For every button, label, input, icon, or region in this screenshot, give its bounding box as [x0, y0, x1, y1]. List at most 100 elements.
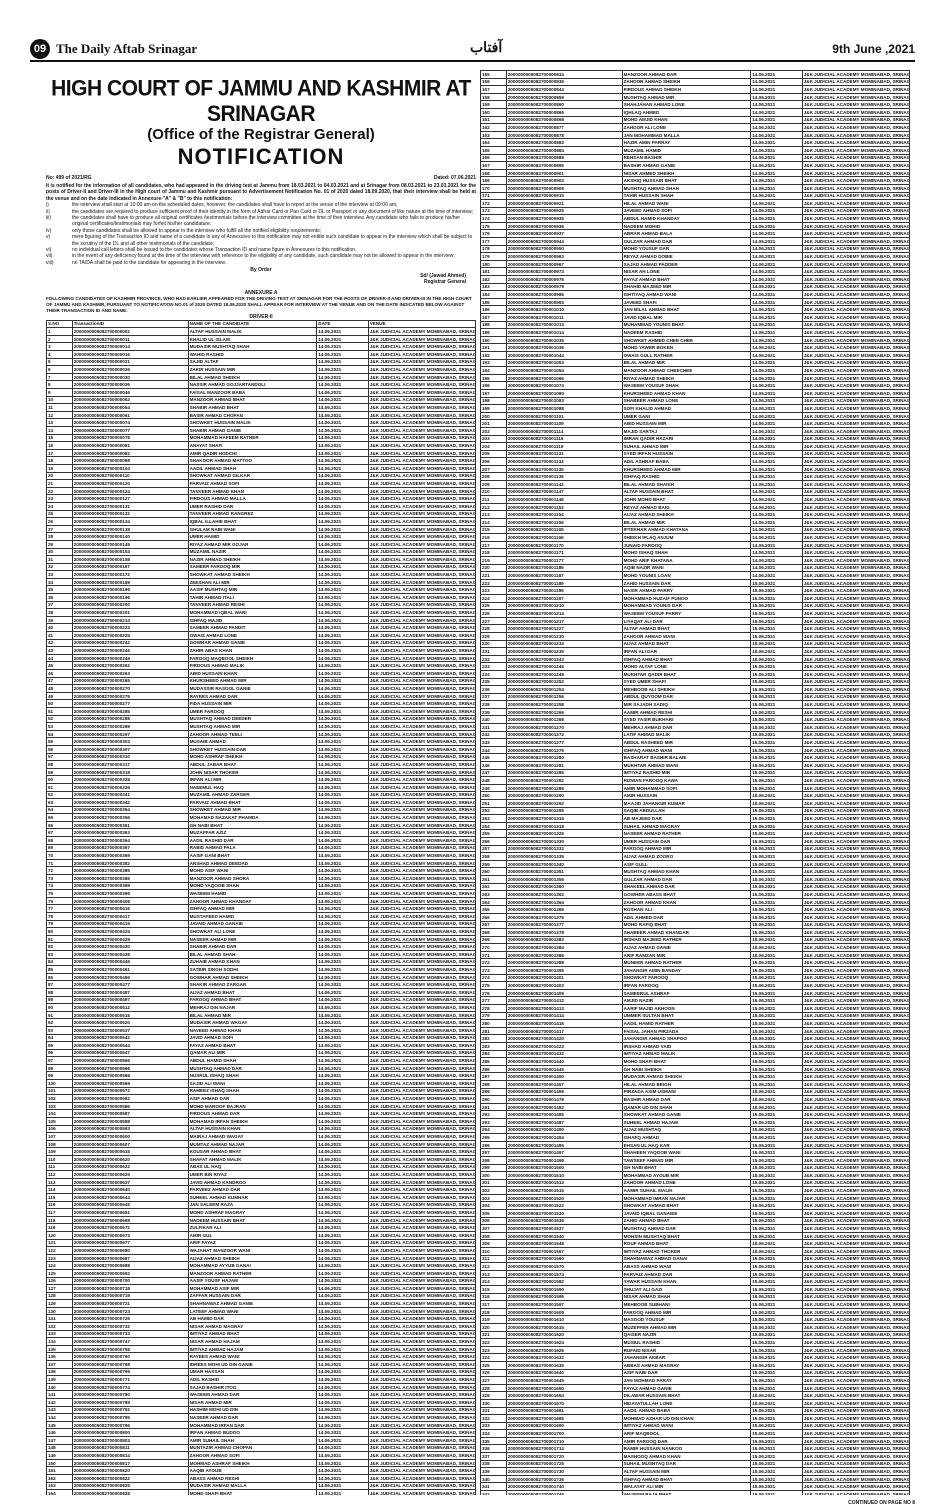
cell-name: BASIR AHMAD CHOPAN — [187, 410, 318, 420]
cell-venue: J&K JUDICIAL ACADEMY MOMINABAD, SRINAGAR — [367, 1382, 476, 1392]
cell-name: PARVAIZ AHMAD BHAT — [187, 798, 318, 807]
cell-sno: 64 — [46, 805, 73, 815]
cell-name: ISHFAQ MAJID — [187, 615, 318, 625]
table-row: 146 2000000005082700000800 IRFAN AHMAD BUD… — [46, 1428, 476, 1437]
cell-transaction-id: 2000000005082700001011 — [505, 313, 623, 322]
table-row: 340 2000000005082700001736 ISHFAQ AHMAD BH… — [480, 1474, 910, 1484]
cell-venue: J&K JUDICIAL ACADEMY MOMINABAD, SRINAGAR — [367, 1253, 476, 1263]
table-row: 76 2000000005082700000408 ZAHOOR AHMAD KHA… — [46, 896, 476, 906]
cell-name: IRSHAD AHMAD VAID — [621, 1042, 752, 1051]
cell-name: MUZAMIL AHMAD ZARGER — [187, 790, 318, 800]
cell-transaction-id: 2000000005082700000389 — [71, 881, 189, 891]
table-row: 52 2000000005082700000288 MUSHTAQ AHMAD DE… — [46, 714, 476, 724]
cell-name: MEHRAJ AHMAD DAR — [621, 723, 752, 732]
cell-transaction-id: 2000000005082700001497 — [505, 1148, 623, 1157]
cell-sno: 108 — [46, 1139, 73, 1149]
cell-name: IQBAL ILLAHIE BHAT — [187, 517, 318, 526]
cell-venue: J&K JUDICIAL ACADEMY MOMINABAD, SRINAGAR — [801, 107, 910, 117]
cell-name: SUHAIL AHMAD MIR — [621, 442, 752, 451]
cell-transaction-id: 2000000005082700001166 — [505, 533, 623, 542]
cell-date: 14.06.2021 — [316, 380, 369, 390]
table-row: 301 2000000005082700001513 ZAHOOR AHMAD LO… — [480, 1178, 910, 1188]
cell-venue: J&K JUDICIAL ACADEMY MOMINABAD, SRINAGAR — [801, 161, 910, 170]
table-row: 50 2000000005082700000277 FIDA HUSSAIN MIR… — [46, 699, 476, 708]
cell-name: IMTIYAZ AHMAD WANI — [621, 1421, 752, 1431]
cell-date: 14.06.2021 — [316, 1443, 369, 1453]
cell-date: 14.06.2021 — [316, 517, 369, 526]
table-row: 217 2000000005082700001170 JUNAID FAROOQ 14… — [480, 540, 910, 550]
cell-venue: J&K JUDICIAL ACADEMY MOMINABAD, SRINAGAR — [801, 1072, 910, 1081]
cell-sno: 95 — [46, 1041, 73, 1050]
cell-date: 14.06.2021 — [316, 342, 369, 352]
cell-date: 15.06.2021 — [750, 768, 803, 778]
cell-venue: J&K JUDICIAL ACADEMY MOMINABAD, SRINAGAR — [801, 1148, 910, 1157]
cell-venue: J&K JUDICIAL ACADEMY MOMINABAD, SRINAGAR — [801, 1133, 910, 1142]
table-row: 81 2000000005082700000429 NASEER AHMAD MIR… — [46, 934, 476, 944]
cell-transaction-id: 2000000005082700001217 — [505, 616, 623, 626]
table-row: 15 2000000005082700000078 MOHAMMAD HAFEEM … — [46, 433, 476, 443]
cell-venue: J&K JUDICIAL ACADEMY MOMINABAD, SRINAGAR — [367, 1268, 476, 1278]
cell-venue: J&K JUDICIAL ACADEMY MOMINABAD, SRINAGAR — [801, 1277, 910, 1286]
cell-venue: J&K JUDICIAL ACADEMY MOMINABAD, SRINAGAR — [367, 517, 476, 526]
cell-date: 14.06.2021 — [750, 85, 803, 94]
cell-transaction-id: 2000000005082700000127 — [71, 494, 189, 503]
cell-venue: J&K JUDICIAL ACADEMY MOMINABAD, SRINAGAR — [367, 327, 476, 336]
cell-venue: J&K JUDICIAL ACADEMY MOMINABAD, SRINAGAR — [367, 851, 476, 860]
table-row: 127 2000000005082700000718 MOHAMMAD ASIF M… — [46, 1284, 476, 1293]
cell-sno: 230 — [480, 639, 507, 649]
cell-transaction-id: 2000000005082700000196 — [71, 593, 189, 602]
cell-date: 14.06.2021 — [750, 457, 803, 466]
cell-date: 14.06.2021 — [316, 957, 369, 967]
cell-transaction-id: 2000000005082700000385 — [71, 866, 189, 876]
cell-sno: 105 — [46, 1117, 73, 1126]
cell-name: WASEEM YOUSUF PARRY — [621, 609, 752, 618]
cell-name: FAISAL JAHAN PIRZADA — [621, 1026, 752, 1036]
table-row: 108 2000000005082700000607 MUMTAZ AHMAD NA… — [46, 1139, 476, 1149]
cell-date: 14.06.2021 — [750, 77, 803, 87]
cell-sno: 235 — [480, 677, 507, 687]
cell-date: 15.06.2021 — [750, 791, 803, 800]
cell-sno: 201 — [480, 419, 507, 428]
cell-date: 14.06.2021 — [750, 313, 803, 322]
cell-sno: 47 — [46, 676, 73, 686]
cell-transaction-id: 2000000005082700001457 — [505, 1079, 623, 1089]
cell-venue: J&K JUDICIAL ACADEMY MOMINABAD, SRINAGAR — [367, 433, 476, 443]
table-row: 25 2000000005082700000132 TANVEER AHMAD RA… — [46, 509, 476, 519]
cell-name: BILAL AHMAD MIR — [621, 518, 752, 527]
cell-name: YAWAR HUSSAIN KHAN — [621, 1277, 752, 1286]
table-row: 138 2000000005082700000769 UMAR HASSAN 14.0… — [46, 1367, 476, 1377]
cell-transaction-id: 2000000005082700000461 — [71, 965, 189, 974]
table-row: 247 2000000005082700001285 IMTIYAZ RASHID … — [480, 768, 910, 778]
table-row: 197 2000000005082700001080 KHURSHEED AHMAD… — [480, 388, 910, 398]
cell-sno: 96 — [46, 1048, 73, 1058]
cell-sno: 282 — [480, 1034, 507, 1043]
cell-sno: 123 — [46, 1253, 73, 1263]
cell-sno: 2 — [46, 334, 73, 344]
cell-venue: J&K JUDICIAL ACADEMY MOMINABAD, SRINAGAR — [801, 1171, 910, 1180]
cell-transaction-id: 2000000005082700000950 — [505, 244, 623, 254]
cell-venue: J&K JUDICIAL ACADEMY MOMINABAD, SRINAGAR — [801, 1178, 910, 1188]
cell-date: 14.06.2021 — [316, 388, 369, 397]
cell-date: 14.06.2021 — [316, 851, 369, 860]
cell-venue: J&K JUDICIAL ACADEMY MOMINABAD, SRINAGAR — [367, 1200, 476, 1210]
cell-transaction-id: 2000000005082700001681 — [505, 1406, 623, 1416]
cell-transaction-id: 2000000005082700000081 — [71, 441, 189, 450]
cell-sno: 22 — [46, 486, 73, 496]
cell-venue: J&K JUDICIAL ACADEMY MOMINABAD, SRINAGAR — [801, 578, 910, 588]
cell-date: 15.06.2021 — [750, 1482, 803, 1492]
cell-transaction-id: 2000000005082700001014 — [505, 328, 623, 337]
cell-date: 14.06.2021 — [316, 775, 369, 784]
table-header-row: S.NO TransactionID NAME OF THE CANDIDATE… — [46, 319, 476, 329]
cell-transaction-id: 2000000005082700000200 — [71, 600, 189, 610]
cell-transaction-id: 2000000005082700001746 — [505, 1490, 623, 1495]
cell-venue: J&K JUDICIAL ACADEMY MOMINABAD, SRINAGAR — [801, 631, 910, 641]
cell-date: 14.06.2021 — [750, 267, 803, 277]
cell-name: MUZEFFER AHMAD MIR — [621, 1322, 752, 1332]
cell-sno: 43 — [46, 646, 73, 655]
cell-name: ZAHOOR AHMAD TEELI — [187, 729, 318, 739]
cell-venue: J&K JUDICIAL ACADEMY MOMINABAD, SRINAGAR — [801, 1011, 910, 1021]
table-row: 279 2000000005082700001414 UMMER SULTAN BH… — [480, 1011, 910, 1021]
cell-transaction-id: 2000000005082700001258 — [505, 700, 623, 709]
cell-venue: J&K JUDICIAL ACADEMY MOMINABAD, SRINAGAR — [367, 1139, 476, 1149]
cell-transaction-id: 2000000005082700000341 — [71, 790, 189, 800]
